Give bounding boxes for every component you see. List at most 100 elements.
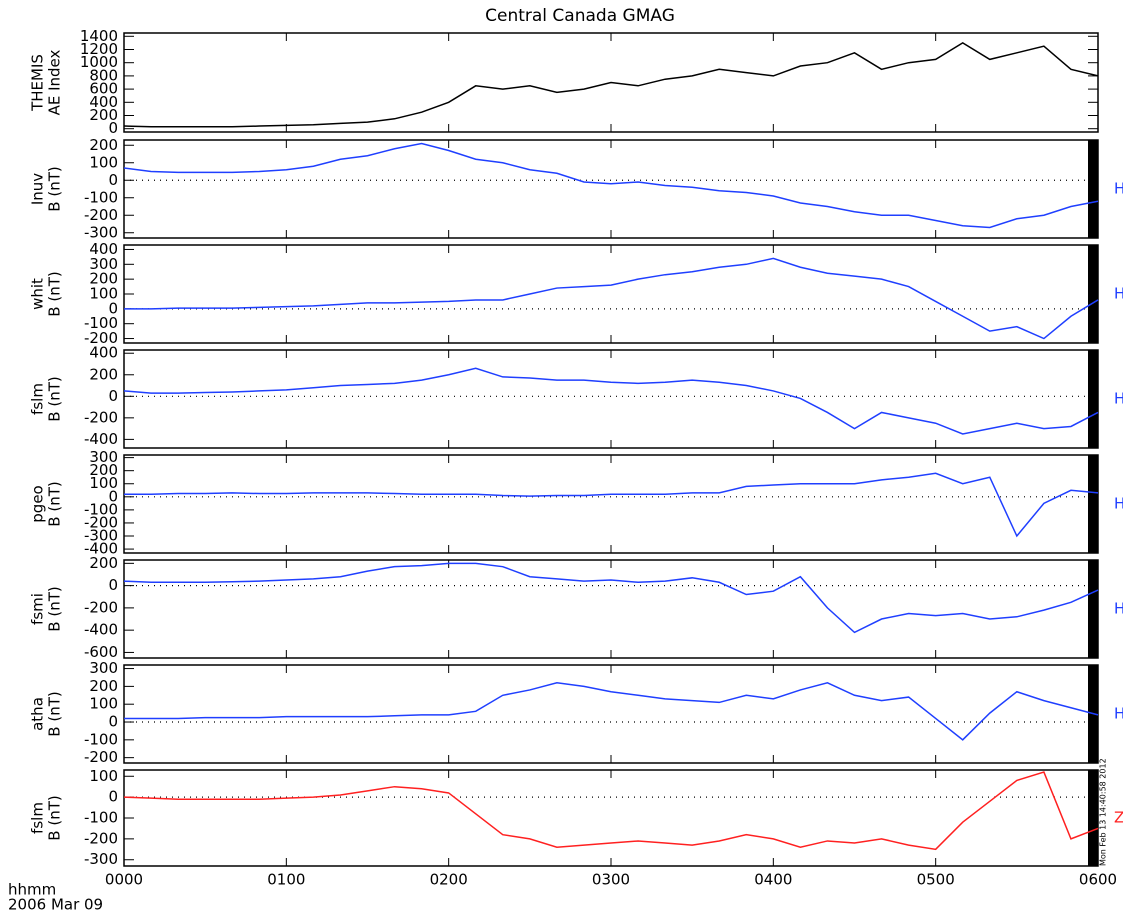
plot-frame (123, 454, 1099, 554)
y-tick-label: 200 (89, 677, 118, 695)
y-tick-label: -200 (84, 748, 118, 766)
y-tick-label: -200 (84, 329, 118, 347)
y-tick-label: 0 (108, 576, 118, 594)
y-tick-label: 400 (89, 344, 118, 362)
y-tick-label: 400 (89, 240, 118, 258)
component-label: H (1114, 600, 1123, 618)
y-tick-label: 300 (89, 448, 118, 466)
plot-frame (123, 559, 1099, 659)
y-tick-label: -100 (84, 314, 118, 332)
y-tick-label: -200 (84, 206, 118, 224)
y-tick-label: 600 (89, 80, 118, 98)
plot-frame (123, 664, 1099, 764)
component-label: H (1114, 705, 1123, 723)
y-tick-label: -200 (84, 598, 118, 616)
x-tick-label: 0100 (267, 871, 305, 889)
flag-bar (1088, 455, 1098, 553)
y-tick-label: 100 (89, 153, 118, 171)
y-tick-label: 200 (89, 554, 118, 572)
y-tick-label: 1000 (80, 53, 118, 71)
component-label: H (1114, 180, 1123, 198)
plot-frame (123, 349, 1099, 449)
x-tick-label: 0500 (917, 871, 955, 889)
x-unit-label: hhmm (8, 881, 56, 899)
y-tick-label: 0 (108, 119, 118, 137)
y-tick-label: 300 (89, 659, 118, 677)
y-tick-label: -200 (84, 829, 118, 847)
y-tick-label: -600 (84, 643, 118, 661)
y-axis-label: B (nT) (46, 586, 64, 631)
plot-frame (123, 244, 1099, 344)
chart-title: Central Canada GMAG (485, 6, 675, 26)
y-tick-label: 100 (89, 285, 118, 303)
component-label: Z (1114, 809, 1123, 827)
y-axis-label: B (nT) (46, 376, 64, 421)
y-tick-label: 0 (108, 487, 118, 505)
y-tick-label: -400 (84, 540, 118, 558)
y-tick-label: 1400 (80, 27, 118, 45)
y-tick-label: -200 (84, 408, 118, 426)
x-tick-label: 0000 (105, 871, 143, 889)
data-line (124, 257, 1099, 340)
component-label: H (1114, 285, 1123, 303)
x-tick-label: 0400 (754, 871, 792, 889)
y-tick-label: 100 (89, 474, 118, 492)
y-tick-label: 1200 (80, 40, 118, 58)
y-tick-label: -400 (84, 430, 118, 448)
y-axis-label: whit (29, 278, 47, 310)
flag-bar (1088, 350, 1098, 448)
y-tick-label: -100 (84, 188, 118, 206)
data-line (123, 562, 1099, 634)
y-tick-label: 100 (89, 767, 118, 785)
timestamp: Mon Feb 13 14:40:58 2012 (1099, 758, 1108, 866)
plot-frame (123, 769, 1099, 867)
y-axis-label: B (nT) (46, 691, 64, 736)
x-tick-label: 0300 (592, 871, 630, 889)
y-tick-label: 200 (89, 136, 118, 154)
y-tick-label: -400 (84, 621, 118, 639)
y-tick-label: 400 (89, 93, 118, 111)
y-tick-label: 800 (89, 66, 118, 84)
y-tick-label: -300 (84, 527, 118, 545)
y-axis-label: B (nT) (46, 795, 64, 840)
data-line (123, 42, 1099, 128)
y-tick-label: -300 (84, 223, 118, 241)
y-axis-label: B (nT) (46, 271, 64, 316)
y-tick-label: -100 (84, 730, 118, 748)
y-tick-label: 300 (89, 255, 118, 273)
y-tick-label: 0 (108, 713, 118, 731)
y-tick-label: 0 (108, 299, 118, 317)
y-axis-label: atha (29, 697, 47, 731)
y-axis-label: AE Index (46, 49, 64, 115)
y-axis-label: B (nT) (46, 166, 64, 211)
y-tick-label: 200 (89, 106, 118, 124)
y-tick-label: -100 (84, 500, 118, 518)
y-axis-label: fsmi (29, 593, 47, 625)
y-axis-label: fslm (29, 383, 47, 415)
y-tick-label: 200 (89, 365, 118, 383)
component-label: H (1114, 495, 1123, 513)
data-line (123, 367, 1099, 435)
y-tick-label: 200 (89, 270, 118, 288)
y-tick-label: 0 (108, 171, 118, 189)
y-tick-label: -100 (84, 809, 118, 827)
y-tick-label: 0 (108, 387, 118, 405)
y-axis-label: B (nT) (46, 481, 64, 526)
y-axis-label: fslm (29, 802, 47, 834)
y-axis-label: Inuv (29, 173, 47, 205)
y-axis-label: THEMIS (29, 54, 47, 112)
y-tick-label: -300 (84, 850, 118, 868)
flag-bar (1088, 140, 1098, 238)
data-line (123, 771, 1099, 851)
flag-bar (1088, 560, 1098, 658)
y-tick-label: 100 (89, 695, 118, 713)
x-tick-label: 0600 (1079, 871, 1117, 889)
y-tick-label: 0 (108, 788, 118, 806)
y-axis-label: pgeo (29, 485, 47, 522)
component-label: H (1114, 390, 1123, 408)
y-tick-label: -200 (84, 513, 118, 531)
x-tick-label: 0200 (430, 871, 468, 889)
date-label: 2006 Mar 09 (8, 896, 103, 913)
y-tick-label: 200 (89, 461, 118, 479)
